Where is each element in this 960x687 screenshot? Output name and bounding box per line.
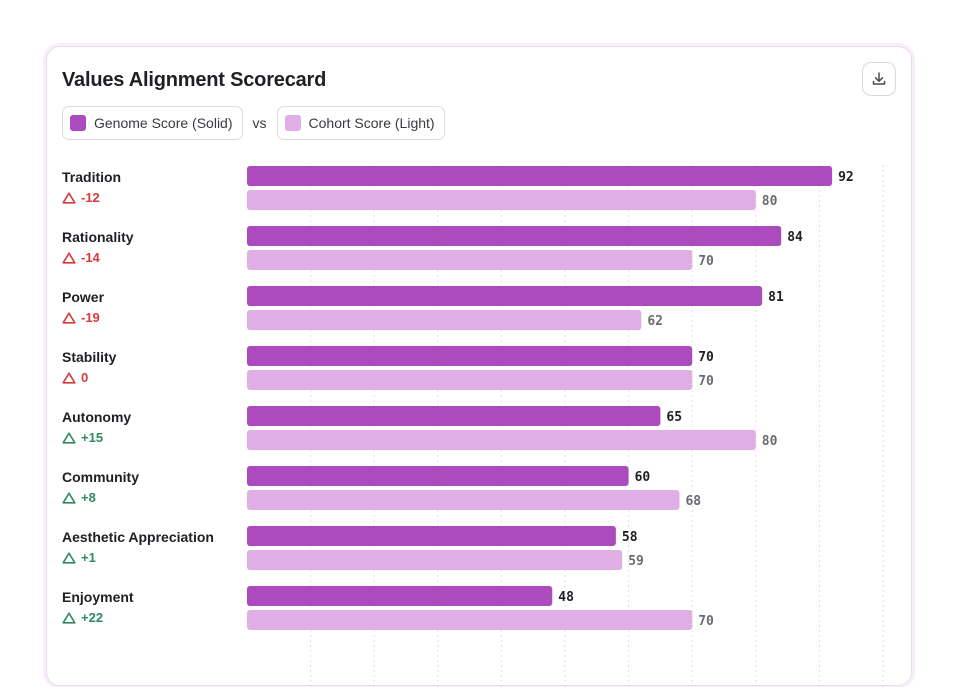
cohort-value-label: 62 — [647, 314, 663, 329]
delta-value: +15 — [81, 430, 104, 445]
cohort-value-label: 80 — [762, 194, 778, 209]
delta-indicator: +15 — [62, 430, 131, 446]
genome-bar — [247, 526, 616, 546]
download-button[interactable] — [862, 62, 896, 96]
cohort-bar — [247, 610, 693, 630]
row-label: Power -19 — [62, 288, 104, 326]
genome-value-label: 65 — [666, 410, 682, 425]
legend-swatch-secondary — [284, 115, 301, 131]
delta-indicator: -12 — [62, 190, 121, 206]
genome-bar — [247, 466, 629, 486]
cohort-bar — [247, 190, 756, 210]
category-label: Community — [62, 469, 139, 485]
cohort-bar — [247, 250, 693, 270]
genome-value-label: 81 — [768, 290, 784, 305]
delta-value: -19 — [81, 310, 100, 325]
cohort-value-label: 59 — [628, 554, 644, 569]
cohort-value-label: 70 — [698, 254, 714, 269]
category-label: Rationality — [62, 229, 134, 245]
cohort-value-label: 68 — [685, 494, 701, 509]
genome-value-label: 48 — [558, 590, 574, 605]
delta-indicator: +22 — [62, 610, 134, 626]
genome-bar — [247, 286, 763, 306]
bar-chart: 92 80 84 70 81 62 70 70 65 80 60 68 58 59 48 70 — [247, 165, 884, 687]
delta-triangle-icon — [62, 612, 76, 624]
delta-indicator: +1 — [62, 550, 214, 566]
cohort-bar — [247, 490, 680, 510]
cohort-bar — [247, 310, 642, 330]
delta-value: +8 — [81, 490, 96, 505]
legend-item-cohort[interactable]: Cohort Score (Light) — [276, 106, 445, 140]
genome-value-label: 84 — [787, 230, 803, 245]
delta-value: 0 — [81, 370, 89, 385]
category-label: Power — [62, 289, 105, 305]
delta-triangle-icon — [62, 492, 76, 504]
genome-bar — [247, 226, 782, 246]
chart-legend: Genome Score (Solid) vs Cohort Score (Li… — [62, 106, 445, 140]
legend-separator: vs — [252, 115, 267, 131]
genome-value-label: 92 — [838, 170, 854, 185]
genome-value-label: 70 — [698, 350, 714, 365]
genome-value-label: 60 — [635, 470, 651, 485]
delta-triangle-icon — [62, 312, 76, 324]
delta-value: +22 — [81, 610, 104, 625]
delta-indicator: -19 — [62, 310, 104, 326]
row-label: Community +8 — [62, 468, 139, 506]
category-label: Enjoyment — [62, 589, 134, 605]
legend-swatch-primary — [70, 115, 86, 131]
delta-indicator: -14 — [62, 250, 134, 266]
cohort-bar — [247, 370, 693, 390]
cohort-value-label: 70 — [698, 614, 714, 629]
card-title: Values Alignment Scorecard — [62, 69, 327, 91]
delta-value: +1 — [81, 550, 96, 565]
scorecard-card: Values Alignment Scorecard Genome Score … — [46, 46, 912, 687]
row-label: Rationality -14 — [62, 228, 134, 266]
category-label: Autonomy — [62, 409, 132, 425]
delta-value: -14 — [81, 250, 100, 265]
download-icon — [872, 72, 886, 85]
row-label: Aesthetic Appreciation +1 — [62, 528, 214, 566]
legend-label-secondary: Cohort Score (Light) — [308, 115, 435, 131]
row-label: Tradition -12 — [62, 168, 121, 206]
cohort-bar — [247, 430, 756, 450]
cohort-value-label: 80 — [762, 434, 778, 449]
delta-value: -12 — [81, 190, 100, 205]
category-label: Tradition — [62, 169, 122, 185]
legend-label-primary: Genome Score (Solid) — [94, 115, 233, 131]
row-label: Autonomy +15 — [62, 408, 131, 446]
delta-triangle-icon — [62, 252, 76, 264]
category-label: Aesthetic Appreciation — [62, 529, 214, 545]
genome-bar — [247, 586, 553, 606]
row-label: Stability 0 — [62, 348, 116, 386]
delta-triangle-icon — [62, 432, 76, 444]
genome-bar — [247, 346, 693, 366]
genome-bar — [247, 406, 661, 426]
legend-item-genome[interactable]: Genome Score (Solid) — [62, 106, 243, 140]
delta-triangle-icon — [62, 192, 76, 204]
delta-triangle-icon — [62, 552, 76, 564]
delta-indicator: 0 — [62, 370, 116, 386]
cohort-bar — [247, 550, 623, 570]
genome-bar — [247, 166, 833, 186]
category-label: Stability — [62, 349, 117, 365]
genome-value-label: 58 — [622, 530, 638, 545]
cohort-value-label: 70 — [698, 374, 714, 389]
delta-triangle-icon — [62, 372, 76, 384]
delta-indicator: +8 — [62, 490, 139, 506]
row-label: Enjoyment +22 — [62, 588, 134, 626]
